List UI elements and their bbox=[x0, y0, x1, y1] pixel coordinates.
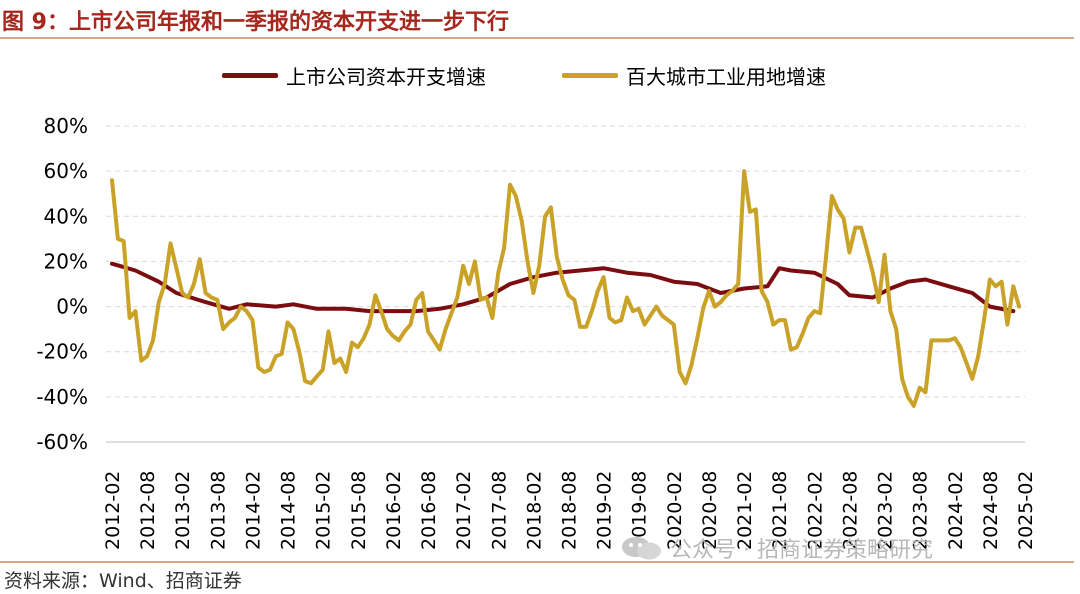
x-tick-label: 2022-02 bbox=[804, 471, 826, 550]
y-tick-label: 60% bbox=[44, 159, 88, 183]
x-tick-label: 2024-08 bbox=[980, 471, 1002, 550]
legend-item-land: 百大城市工业用地增速 bbox=[562, 61, 826, 90]
watermark-text: 公众号 · 招商证券策略研究 bbox=[670, 538, 933, 563]
legend-swatch-capex bbox=[222, 73, 278, 78]
x-tick-label: 2014-08 bbox=[278, 471, 300, 550]
wechat-icon bbox=[622, 537, 661, 560]
x-tick-label: 2015-08 bbox=[348, 471, 370, 550]
watermark: 公众号 · 招商证券策略研究 bbox=[620, 532, 933, 564]
source-note: 资料来源：Wind、招商证券 bbox=[4, 570, 242, 592]
x-tick-label: 2023-02 bbox=[875, 471, 897, 550]
x-tick-label: 2020-08 bbox=[699, 471, 721, 550]
y-tick-label: -60% bbox=[36, 430, 88, 454]
x-tick-label: 2018-08 bbox=[559, 471, 581, 550]
title-divider bbox=[0, 37, 1074, 39]
x-tick-label: 2018-02 bbox=[523, 471, 545, 550]
y-tick-label: 80% bbox=[44, 114, 88, 138]
y-tick-label: -20% bbox=[36, 340, 88, 364]
x-tick-label: 2020-02 bbox=[664, 471, 686, 550]
x-tick-label: 2021-02 bbox=[734, 471, 756, 550]
x-tick-label: 2016-08 bbox=[418, 471, 440, 550]
legend-label-capex: 上市公司资本开支增速 bbox=[286, 65, 486, 89]
x-tick-label: 2013-08 bbox=[207, 471, 229, 550]
line-chart: 80% 60% 40% 20% 0% -20% -40% -60% 2012-02 2012-08… bbox=[36, 114, 1037, 550]
x-tick-label: 2024-02 bbox=[945, 471, 967, 550]
x-tick-label: 2025-02 bbox=[1015, 471, 1037, 550]
legend-item-capex: 上市公司资本开支增速 bbox=[222, 61, 486, 90]
y-tick-label: -40% bbox=[36, 385, 88, 409]
x-tick-label: 2022-08 bbox=[839, 471, 861, 550]
series-line-1 bbox=[110, 169, 1022, 408]
x-tick-label: 2014-02 bbox=[242, 471, 264, 550]
legend-label-land: 百大城市工业用地增速 bbox=[626, 65, 826, 89]
y-tick-label: 0% bbox=[56, 295, 88, 319]
footer-divider bbox=[0, 561, 1074, 563]
figure-title: 图 9：上市公司年报和一季报的资本开支进一步下行 bbox=[2, 10, 509, 35]
x-tick-label: 2019-02 bbox=[594, 471, 616, 550]
chart-legend: 上市公司资本开支增速 百大城市工业用地增速 bbox=[0, 61, 1080, 89]
x-tick-label: 2015-02 bbox=[313, 471, 335, 550]
x-tick-label: 2021-08 bbox=[769, 471, 791, 550]
y-tick-label: 20% bbox=[44, 249, 88, 273]
x-tick-label: 2019-08 bbox=[629, 471, 651, 550]
y-tick-label: 40% bbox=[44, 204, 88, 228]
x-tick-label: 2017-02 bbox=[453, 471, 475, 550]
x-tick-label: 2016-02 bbox=[383, 471, 405, 550]
x-tick-label: 2023-08 bbox=[910, 471, 932, 550]
x-tick-label: 2013-02 bbox=[172, 471, 194, 550]
x-tick-label: 2017-08 bbox=[488, 471, 510, 550]
x-tick-label: 2012-08 bbox=[137, 471, 159, 550]
legend-swatch-land bbox=[562, 73, 618, 78]
x-tick-label: 2012-02 bbox=[102, 471, 124, 550]
